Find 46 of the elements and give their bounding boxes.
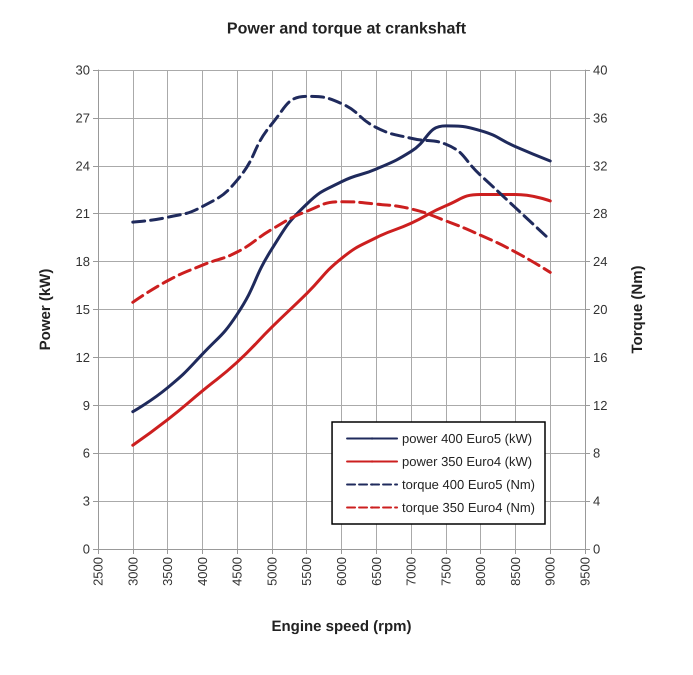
x-tick-label: 9500 (578, 557, 592, 586)
y-tick-label: 0 (82, 542, 90, 556)
y-tick-label: 27 (76, 110, 90, 126)
x-tick-label: 7000 (404, 557, 419, 586)
chart-title: Power and torque at crankshaft (226, 20, 467, 38)
y2-tick-label: 0 (593, 542, 600, 556)
y2-tick-label: 40 (593, 62, 608, 78)
y-axis-title: Power (kW) (37, 268, 54, 350)
x-tick-label: 4000 (194, 557, 210, 586)
y2-tick-label: 4 (593, 494, 600, 509)
x-tick-label: 8500 (508, 557, 523, 586)
y-tick-label: 24 (76, 158, 90, 174)
y-tick-label: 9 (82, 398, 90, 413)
x-tick-label: 6000 (334, 557, 349, 586)
legend-label: power 400 Euro5 (kW) (402, 431, 532, 446)
y2-axis-title: Torque (Nm) (629, 265, 646, 354)
y-tick-label: 3 (82, 494, 90, 509)
x-axis-title: Engine speed (rpm) (271, 618, 412, 635)
y2-tick-label: 32 (593, 158, 608, 174)
y-tick-label: 15 (76, 302, 90, 317)
legend-label: torque 350 Euro4 (Nm) (402, 500, 535, 515)
legend-label: power 350 Euro4 (kW) (402, 454, 532, 469)
y-tick-label: 6 (82, 446, 90, 461)
x-tick-label: 2500 (90, 557, 106, 586)
y2-tick-label: 36 (593, 110, 608, 126)
x-tick-label: 7500 (438, 557, 454, 586)
x-tick-label: 8000 (473, 557, 488, 586)
y2-tick-label: 8 (593, 446, 600, 461)
y2-tick-label: 20 (593, 302, 608, 317)
legend-label: torque 400 Euro5 (Nm) (402, 477, 535, 492)
x-tick-label: 3000 (125, 557, 140, 586)
y2-tick-label: 28 (593, 206, 608, 222)
y-tick-label: 18 (76, 254, 90, 270)
y-tick-label: 21 (76, 206, 90, 222)
x-tick-label: 6500 (368, 557, 384, 586)
x-tick-label: 5000 (264, 557, 280, 586)
y2-tick-label: 12 (593, 398, 608, 413)
y-tick-label: 30 (76, 62, 90, 78)
x-tick-label: 4500 (230, 557, 245, 586)
x-tick-label: 3500 (160, 557, 176, 586)
y-tick-label: 12 (76, 350, 90, 365)
x-tick-label: 9000 (542, 557, 558, 586)
line-series (131, 193, 552, 447)
x-tick-label: 5500 (299, 557, 314, 586)
y2-tick-label: 16 (593, 350, 608, 365)
y2-tick-label: 24 (593, 254, 608, 270)
